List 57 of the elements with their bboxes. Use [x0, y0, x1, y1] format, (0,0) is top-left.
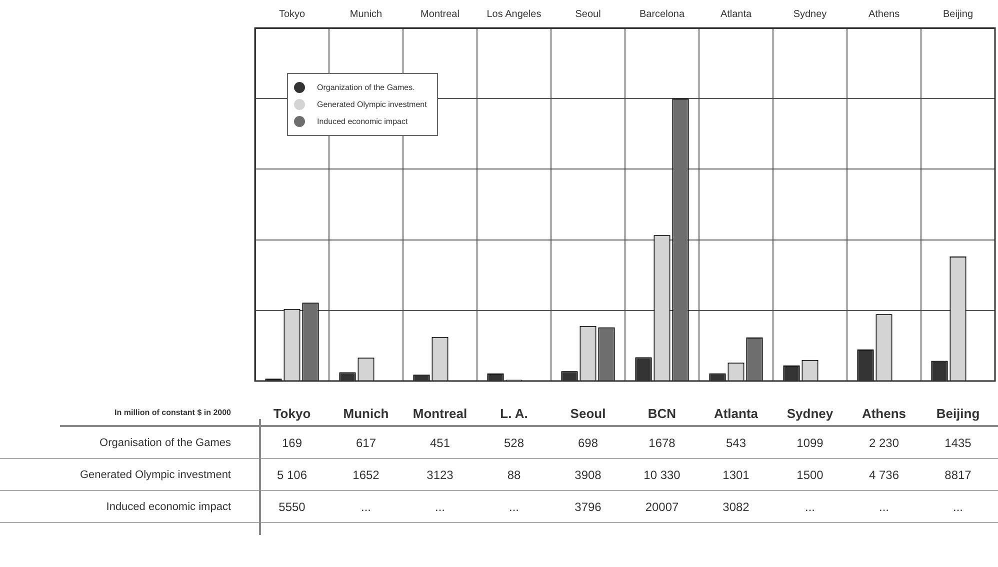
text: ... [360, 500, 371, 514]
text: L. A. [499, 406, 529, 420]
data-label: 2 230 [868, 436, 900, 450]
text: Seoul [569, 406, 607, 420]
legend-label: Organization of the Games. [317, 83, 415, 92]
text: Organisation of the Games [98, 436, 232, 448]
data-label: 1435 [944, 436, 972, 450]
text: Sydney [786, 406, 834, 420]
text: ... [508, 500, 519, 514]
data-label: 528 [502, 436, 526, 450]
x-tick-label: Sydney [793, 8, 827, 20]
text: Tokyo [272, 406, 312, 420]
data-label: 543 [724, 436, 748, 450]
text: BCN [646, 406, 678, 420]
data-label: 169 [280, 436, 304, 450]
text: Induced economic impact [105, 500, 232, 512]
legend-label: Generated Olympic investment [317, 100, 427, 109]
data-label: 88 [506, 468, 522, 482]
x-tick-label: Atlanta [720, 8, 752, 20]
text: Montreal [412, 406, 468, 420]
text: Athens [860, 406, 908, 420]
x-tick-label: Los Angeles [486, 8, 542, 20]
data-label: 1500 [796, 468, 824, 482]
text: Atlanta [712, 406, 760, 420]
x-tick-label: Tokyo [278, 8, 306, 20]
data-label: 1099 [796, 436, 824, 450]
x-tick-label: Seoul [575, 8, 601, 20]
text: ... [878, 500, 889, 514]
data-label: 20007 [644, 500, 680, 514]
text: Generated Olympic investment [78, 468, 232, 480]
legend-label: Induced economic impact [317, 117, 408, 126]
data-label: 451 [428, 436, 452, 450]
text: Beijing [935, 406, 981, 420]
data-label: 1678 [648, 436, 676, 450]
x-tick-label: Athens [868, 8, 900, 20]
data-label: 698 [576, 436, 600, 450]
data-label: 1301 [722, 468, 750, 482]
data-label: 4 736 [868, 468, 900, 482]
text: Munich [342, 406, 390, 420]
x-tick-label: Barcelona [639, 8, 685, 20]
text: In million of constant $ in 2000 [114, 408, 232, 418]
data-label: 3908 [574, 468, 602, 482]
data-label: 3796 [574, 500, 602, 514]
data-label: 3082 [722, 500, 750, 514]
x-tick-label: Beijing [942, 8, 974, 20]
x-tick-label: Munich [350, 8, 382, 20]
data-label: 617 [354, 436, 378, 450]
data-label: 1652 [352, 468, 380, 482]
data-label: 5 106 [276, 468, 308, 482]
text: ... [952, 500, 963, 514]
x-tick-label: Montreal [420, 8, 460, 20]
data-label: 3123 [426, 468, 454, 482]
data-label: 5550 [278, 500, 306, 514]
text: ... [434, 500, 445, 514]
text: ... [804, 500, 815, 514]
data-label: 10 330 [642, 468, 682, 482]
data-label: 8817 [944, 468, 972, 482]
